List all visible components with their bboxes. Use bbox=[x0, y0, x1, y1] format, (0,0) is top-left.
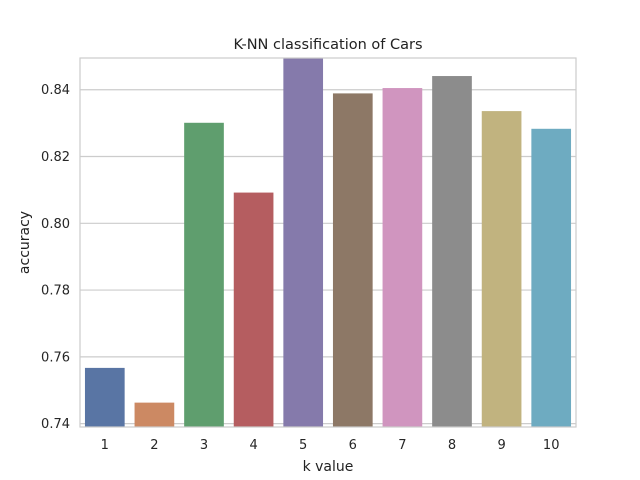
x-tick-label: 9 bbox=[497, 438, 505, 453]
bar-k-3 bbox=[184, 122, 224, 428]
bar-k-5 bbox=[283, 58, 324, 427]
x-tick-label: 4 bbox=[249, 438, 257, 453]
y-tick-label: 0.76 bbox=[41, 350, 70, 365]
bar-k-2 bbox=[134, 402, 175, 427]
bars bbox=[84, 58, 572, 428]
x-tick-label: 1 bbox=[101, 438, 109, 453]
y-tick-labels: 0.74 0.76 0.78 0.80 0.82 0.84 bbox=[41, 83, 70, 432]
y-axis-label: accuracy bbox=[17, 211, 33, 274]
x-tick-label: 8 bbox=[448, 438, 456, 453]
y-tick-label: 0.78 bbox=[41, 284, 70, 299]
y-tick-label: 0.84 bbox=[41, 83, 70, 98]
x-axis-label: k value bbox=[303, 459, 354, 475]
plot-frame bbox=[79, 57, 577, 428]
y-tick-label: 0.80 bbox=[41, 217, 70, 232]
bar-k-9 bbox=[481, 111, 522, 428]
x-tick-label: 10 bbox=[543, 438, 560, 453]
x-tick-label: 7 bbox=[398, 438, 406, 453]
bar-k-8 bbox=[432, 76, 472, 427]
y-tick-label: 0.82 bbox=[41, 150, 70, 165]
bar-k-4 bbox=[233, 192, 274, 427]
x-tick-label: 5 bbox=[299, 438, 307, 453]
bar-k-1 bbox=[84, 367, 125, 427]
bar-k-7 bbox=[382, 88, 423, 428]
x-tick-labels: 1 2 3 4 5 6 7 8 9 10 bbox=[101, 438, 560, 453]
x-tick-label: 6 bbox=[349, 438, 357, 453]
y-tick-label: 0.74 bbox=[41, 417, 70, 432]
bar-k-6 bbox=[332, 93, 373, 428]
chart-title: K-NN classification of Cars bbox=[233, 37, 422, 53]
x-tick-label: 3 bbox=[200, 438, 208, 453]
x-tick-label: 2 bbox=[150, 438, 158, 453]
bar-k-10 bbox=[531, 128, 572, 428]
